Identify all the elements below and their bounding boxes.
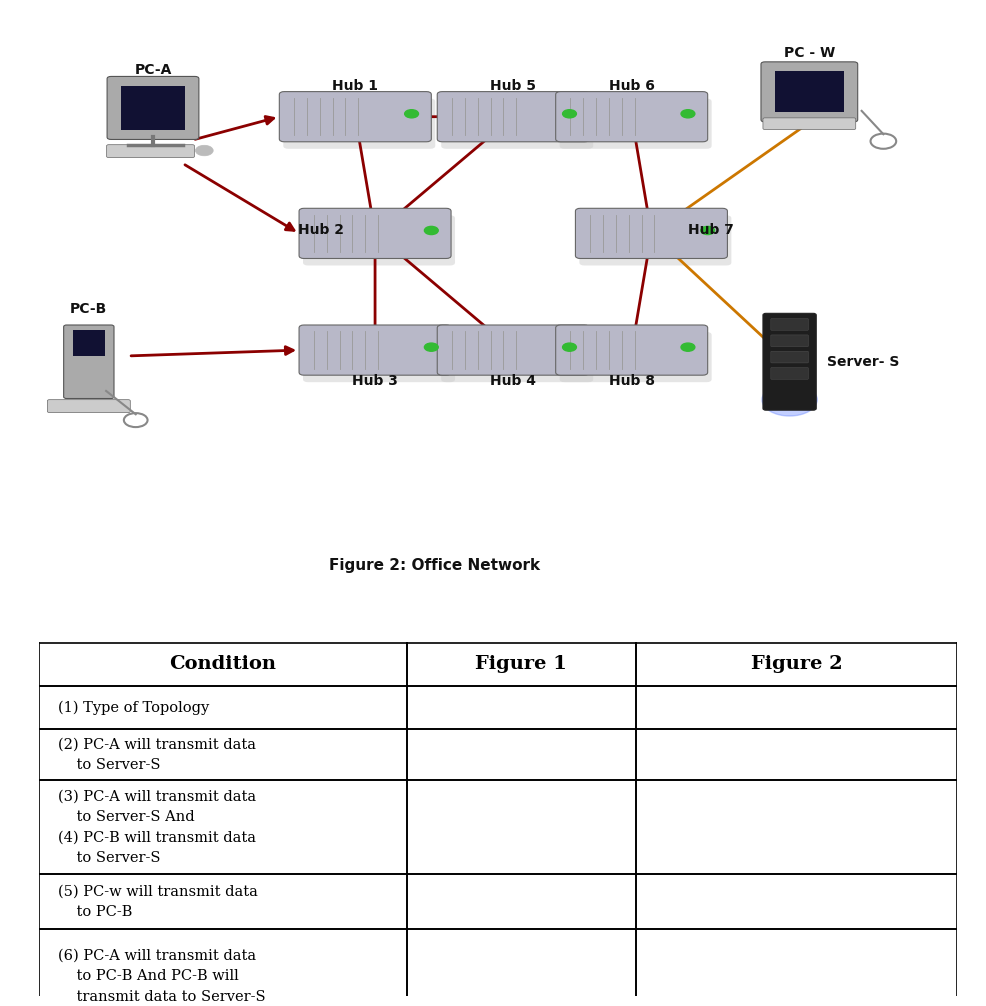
FancyBboxPatch shape: [770, 351, 808, 363]
Bar: [774, 71, 843, 112]
Text: (6) PC-A will transmit data
    to PC-B And PC-B will
    transmit data to Serve: (6) PC-A will transmit data to PC-B And …: [58, 949, 265, 1004]
FancyBboxPatch shape: [106, 145, 194, 158]
Text: Hub 8: Hub 8: [608, 374, 654, 388]
FancyBboxPatch shape: [441, 332, 593, 382]
Bar: [120, 86, 185, 130]
Text: (1) Type of Topology: (1) Type of Topology: [58, 700, 209, 715]
FancyBboxPatch shape: [579, 215, 731, 266]
FancyBboxPatch shape: [47, 399, 130, 412]
Text: (2) PC-A will transmit data
    to Server-S: (2) PC-A will transmit data to Server-S: [58, 737, 255, 772]
FancyBboxPatch shape: [559, 332, 711, 382]
Text: Figure 2: Figure 2: [750, 656, 842, 673]
FancyBboxPatch shape: [770, 367, 808, 379]
Text: Hub 7: Hub 7: [687, 223, 733, 237]
FancyBboxPatch shape: [762, 313, 815, 410]
Text: (3) PC-A will transmit data
    to Server-S And
(4) PC-B will transmit data
    : (3) PC-A will transmit data to Server-S …: [58, 790, 255, 865]
Text: Hub 3: Hub 3: [352, 374, 397, 388]
Circle shape: [562, 110, 576, 118]
FancyBboxPatch shape: [299, 208, 451, 259]
FancyBboxPatch shape: [762, 118, 855, 130]
FancyBboxPatch shape: [303, 215, 455, 266]
FancyBboxPatch shape: [555, 92, 707, 142]
Bar: [73, 330, 106, 356]
Circle shape: [761, 383, 816, 416]
Text: PC-A: PC-A: [134, 63, 172, 77]
Circle shape: [195, 145, 213, 156]
Text: (5) PC-w will transmit data
    to PC-B: (5) PC-w will transmit data to PC-B: [58, 884, 257, 919]
Text: Hub 2: Hub 2: [298, 223, 343, 237]
FancyBboxPatch shape: [555, 325, 707, 375]
Circle shape: [680, 110, 694, 118]
FancyBboxPatch shape: [437, 92, 589, 142]
FancyBboxPatch shape: [575, 208, 727, 259]
Circle shape: [680, 343, 694, 351]
FancyBboxPatch shape: [441, 99, 593, 149]
FancyBboxPatch shape: [559, 99, 711, 149]
FancyBboxPatch shape: [437, 325, 589, 375]
Circle shape: [562, 343, 576, 351]
FancyBboxPatch shape: [283, 99, 435, 149]
Text: PC - W: PC - W: [783, 45, 834, 59]
Text: Hub 5: Hub 5: [490, 78, 535, 93]
FancyBboxPatch shape: [63, 325, 113, 398]
FancyBboxPatch shape: [770, 335, 808, 347]
Circle shape: [700, 226, 714, 234]
Text: Hub 6: Hub 6: [608, 78, 654, 93]
Circle shape: [424, 343, 438, 351]
Text: Figure 1: Figure 1: [475, 656, 567, 673]
FancyBboxPatch shape: [299, 325, 451, 375]
Circle shape: [404, 110, 418, 118]
FancyBboxPatch shape: [279, 92, 431, 142]
Text: Server- S: Server- S: [826, 355, 899, 369]
FancyBboxPatch shape: [760, 61, 857, 122]
FancyBboxPatch shape: [106, 76, 198, 140]
Text: PC-B: PC-B: [70, 302, 107, 316]
Text: Figure 2: Office Network: Figure 2: Office Network: [328, 558, 539, 573]
FancyBboxPatch shape: [770, 319, 808, 330]
Text: Hub 1: Hub 1: [332, 78, 378, 93]
FancyBboxPatch shape: [303, 332, 455, 382]
Text: Condition: Condition: [170, 656, 276, 673]
Circle shape: [424, 226, 438, 234]
Text: Hub 4: Hub 4: [490, 374, 535, 388]
